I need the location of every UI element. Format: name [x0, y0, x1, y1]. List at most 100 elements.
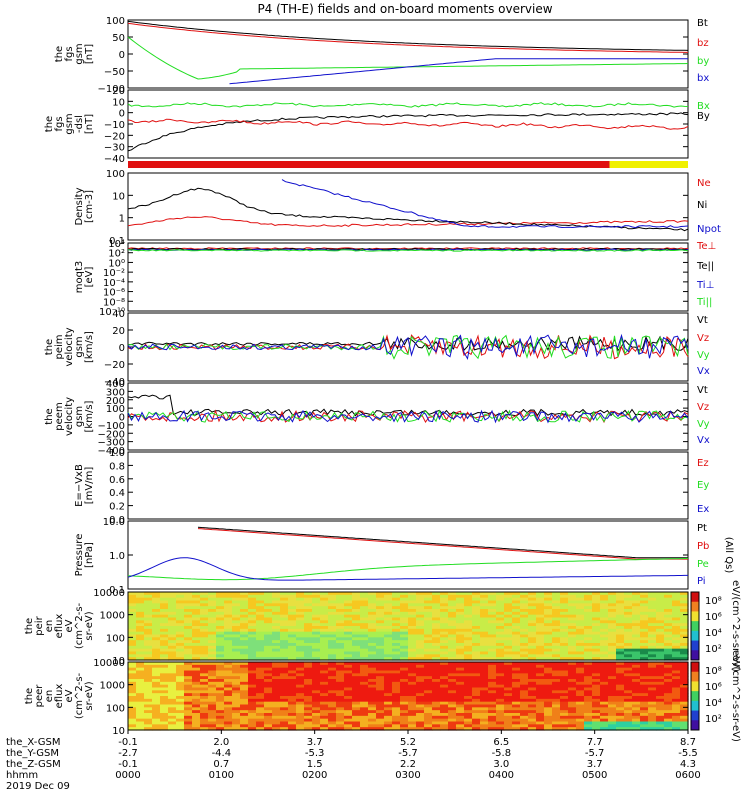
heatmap-cell — [128, 651, 137, 655]
heatmap-cell — [576, 626, 585, 630]
heatmap-cell — [560, 617, 569, 621]
heatmap-cell — [184, 664, 193, 669]
heatmap-cell — [248, 594, 257, 599]
heatmap-cell — [464, 667, 473, 672]
heatmap-cell — [480, 721, 489, 725]
heatmap-cell — [256, 640, 265, 644]
heatmap-cell — [584, 631, 593, 636]
heatmap-cell — [640, 690, 649, 694]
heatmap-cell — [344, 614, 353, 619]
heatmap-cell — [352, 603, 361, 607]
heatmap-cell — [264, 670, 273, 674]
heatmap-cell — [216, 606, 225, 610]
heatmap-cell — [136, 657, 145, 661]
heatmap-cell — [672, 670, 681, 674]
heatmap-cell — [328, 684, 337, 689]
heatmap-cell — [128, 606, 137, 610]
heatmap-cell — [496, 696, 505, 700]
heatmap-cell — [584, 654, 593, 658]
heatmap-cell — [264, 713, 273, 717]
heatmap-cell — [488, 648, 497, 653]
heatmap-cell — [488, 603, 497, 607]
heatmap-cell — [424, 687, 433, 691]
heatmap-cell — [360, 718, 369, 723]
heatmap-cell — [456, 701, 465, 706]
heatmap-cell — [664, 670, 673, 674]
heatmap-cell — [552, 634, 561, 638]
legend-label-Ey: Ey — [697, 480, 709, 491]
heatmap-cell — [296, 698, 305, 703]
heatmap-cell — [248, 620, 257, 624]
heatmap-cell — [488, 657, 497, 661]
y-tick-label: 100 — [106, 169, 125, 180]
heatmap-cell — [352, 707, 361, 711]
heatmap-cell — [600, 684, 609, 689]
heatmap-cell — [496, 640, 505, 644]
heatmap-cell — [456, 662, 465, 666]
heatmap-cell — [248, 698, 257, 703]
heatmap-cell — [616, 606, 625, 610]
heatmap-cell — [136, 718, 145, 723]
heatmap-cell — [136, 640, 145, 644]
heatmap-cell — [552, 662, 561, 666]
heatmap-cell — [272, 614, 281, 619]
legend-label-Ex: Ex — [697, 504, 709, 515]
heatmap-cell — [456, 670, 465, 674]
heatmap-cell — [504, 651, 513, 655]
heatmap-cell — [416, 667, 425, 672]
heatmap-cell — [200, 707, 209, 711]
heatmap-cell — [512, 614, 521, 619]
heatmap-cell — [376, 676, 385, 680]
heatmap-cell — [296, 690, 305, 694]
y-tick-label: −50 — [104, 67, 125, 78]
heatmap-cell — [320, 620, 329, 624]
heatmap-cell — [368, 698, 377, 703]
heatmap-cell — [528, 667, 537, 672]
heatmap-cell — [448, 713, 457, 717]
heatmap-cell — [152, 690, 161, 694]
heatmap-cell — [432, 721, 441, 725]
heatmap-cell — [608, 620, 617, 624]
heatmap-cell — [224, 626, 233, 630]
series-line-Ni — [127, 187, 689, 232]
heatmap-cell — [272, 597, 281, 602]
heatmap-cell — [440, 664, 449, 669]
heatmap-cell — [560, 651, 569, 655]
heatmap-cell — [376, 710, 385, 714]
heatmap-cell — [360, 594, 369, 599]
heatmap-cell — [320, 701, 329, 706]
heatmap-cell — [192, 676, 201, 680]
heatmap-cell — [616, 626, 625, 630]
heatmap-cell — [624, 628, 633, 633]
heatmap-cell — [504, 679, 513, 683]
heatmap-cell — [200, 713, 209, 717]
heatmap-cell — [464, 654, 473, 658]
heatmap-cell — [160, 690, 169, 694]
heatmap-cell — [280, 643, 289, 647]
heatmap-cell — [504, 643, 513, 647]
heatmap-cell — [592, 614, 601, 619]
heatmap-cell — [264, 690, 273, 694]
heatmap-cell — [576, 724, 585, 728]
heatmap-cell — [288, 664, 297, 669]
heatmap-cell — [384, 640, 393, 644]
heatmap-cell — [224, 648, 233, 653]
heatmap-cell — [336, 628, 345, 633]
heatmap-cell — [592, 631, 601, 636]
heatmap-cell — [208, 623, 217, 627]
heatmap-cell — [616, 721, 625, 725]
heatmap-cell — [520, 617, 529, 621]
heatmap-cell — [600, 679, 609, 683]
heatmap-cell — [168, 673, 177, 677]
heatmap-cell — [584, 620, 593, 624]
heatmap-cell — [192, 713, 201, 717]
heatmap-cell — [160, 640, 169, 644]
heatmap-cell — [424, 670, 433, 674]
heatmap-cell — [448, 679, 457, 683]
heatmap-cell — [672, 710, 681, 714]
heatmap-cell — [480, 681, 489, 686]
heatmap-cell — [552, 693, 561, 697]
heatmap-cell — [408, 707, 417, 711]
heatmap-cell — [584, 684, 593, 689]
heatmap-cell — [456, 640, 465, 644]
